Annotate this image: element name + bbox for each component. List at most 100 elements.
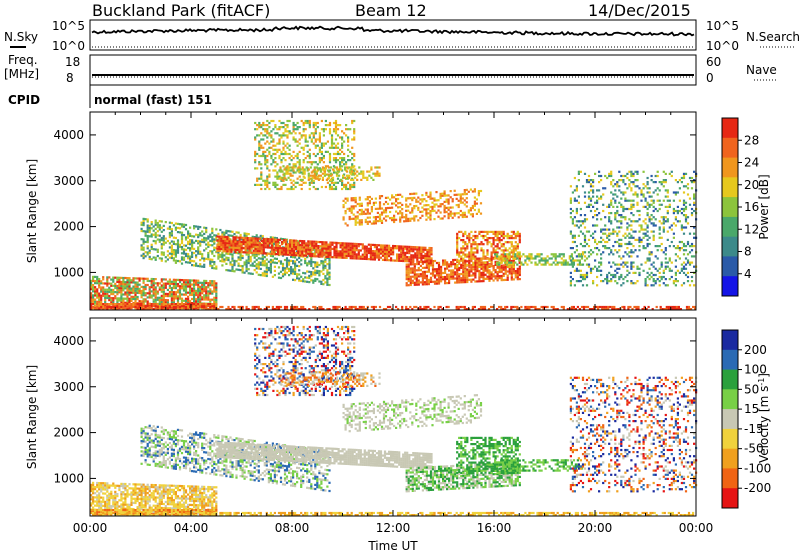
scatter-cell [554,259,557,262]
scatter-cell [254,128,257,131]
scatter-cell [421,266,424,269]
scatter-cell [579,273,582,277]
scatter-cell [209,239,212,242]
scatter-cell [372,222,375,225]
scatter-cell [184,289,188,292]
scatter-cell [170,248,173,251]
scatter-cell [474,276,477,279]
scatter-cell [380,195,384,198]
scatter-cell [384,219,388,222]
scatter-cell [496,230,499,233]
scatter-cell [361,245,364,248]
scatter-cell [106,276,109,279]
scatter-cell [118,276,121,279]
scatter-cell [290,270,293,273]
scatter-cell [624,242,627,246]
scatter-cell [435,270,439,273]
scatter-cell [462,247,465,250]
scatter-cell [460,279,463,282]
scatter-cell [104,303,107,306]
scatter-cell [587,197,591,200]
scatter-cell [266,124,269,127]
scatter-cell [583,245,587,248]
scatter-cell [458,253,461,256]
scatter-cell [136,285,139,288]
scatter-cell [195,303,198,306]
scatter-cell [170,254,173,258]
scatter-cell [209,300,212,303]
scatter-cell [456,260,459,263]
scatter-cell [294,279,297,282]
scatter-cell [330,146,334,149]
scatter-cell [350,217,353,220]
scatter-cell [197,287,200,290]
scatter-cell [282,140,285,143]
scatter-cell [228,240,231,243]
scatter-cell [166,288,169,291]
scatter-cell [272,252,275,256]
scatter-cell [460,257,463,260]
scatter-cell [363,251,366,254]
scatter-cell [260,239,263,242]
scatter-cell [152,233,155,236]
scatter-cell [150,243,153,246]
scatter-cell [486,257,489,260]
scatter-cell [400,257,403,260]
scatter-cell [320,128,323,131]
scatter-cell [355,249,358,252]
scatter-cell [429,205,432,209]
scatter-cell [616,240,619,244]
scatter-cell [522,263,525,266]
scatter-cell [575,207,578,211]
scatter-cell [170,299,173,302]
scatter-cell [172,291,175,294]
scatter-cell [614,275,617,279]
scatter-cell [428,251,431,254]
scatter-cell [258,148,261,151]
scatter-cell [456,279,459,282]
scatter-cell [426,250,429,254]
scatter-cell [569,207,572,211]
scatter-cell [170,256,173,260]
scatter-cell [299,252,302,255]
scatter-cell [282,146,285,149]
scatter-cell [178,223,182,226]
scatter-cell [252,241,255,244]
scatter-cell [368,200,371,203]
scatter-cell [427,270,430,273]
scatter-cell [104,296,107,299]
scatter-cell [423,266,426,269]
scatter-cell [366,222,369,225]
scatter-cell [612,261,615,264]
scatter-cell [506,276,509,279]
scatter-cell [229,263,232,266]
scatter-cell [197,250,200,253]
scatter-cell [118,285,121,288]
scatter-cell [122,278,125,282]
scatter-cell [428,257,431,260]
scatter-cell [478,259,481,262]
scatter-cell [418,260,421,263]
scatter-cell [447,206,450,209]
scatter-cell [223,258,226,261]
scatter-cell [332,152,336,156]
scatter-cell [383,252,387,255]
scatter-cell [596,195,599,198]
scatter-cell [440,265,443,268]
scatter-cell [626,269,629,272]
scatter-cell [496,257,499,260]
scatter-cell [168,231,171,235]
scatter-cell [213,288,216,291]
scatter-cell [334,121,338,125]
scatter-cell [339,242,342,245]
scatter-cell [534,263,537,266]
scatter-cell [464,272,467,275]
scatter-cell [296,121,299,125]
scatter-cell [342,206,345,209]
scatter-cell [602,245,605,248]
scatter-cell [277,260,281,263]
scatter-cell [622,191,625,194]
scatter-cell [154,300,157,303]
scatter-cell [453,189,456,192]
scatter-cell [227,259,230,262]
